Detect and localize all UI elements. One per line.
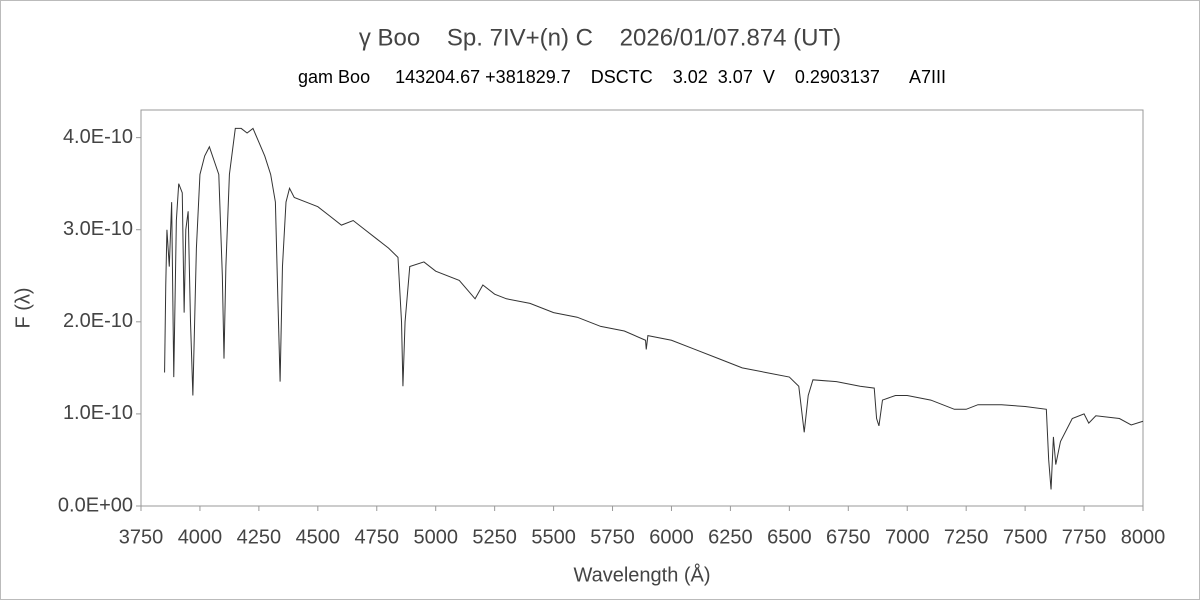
x-tick-label: 6750 — [826, 526, 871, 548]
y-tick-label: 0.0E+00 — [58, 494, 133, 516]
x-tick-label: 5250 — [472, 526, 517, 548]
chart-title: γ Boo Sp. 7IV+(n) C 2026/01/07.874 (UT) — [359, 24, 841, 51]
chart-subtitle: gam Boo 143204.67 +381829.7 DSCTC 3.02 3… — [298, 67, 946, 87]
x-tick-label: 4000 — [178, 526, 223, 548]
y-axis-label: F (λ) — [12, 287, 34, 328]
x-tick-label: 6250 — [708, 526, 753, 548]
x-tick-label: 4750 — [355, 526, 400, 548]
x-tick-label: 4250 — [237, 526, 282, 548]
x-tick-label: 5500 — [531, 526, 576, 548]
x-tick-label: 3750 — [119, 526, 164, 548]
x-tick-label: 6000 — [649, 526, 694, 548]
x-tick-label: 8000 — [1121, 526, 1166, 548]
y-tick-label: 4.0E-10 — [63, 126, 133, 148]
x-tick-label: 7250 — [944, 526, 989, 548]
y-tick-label: 3.0E-10 — [63, 218, 133, 240]
x-tick-label: 4500 — [296, 526, 341, 548]
plot-frame — [140, 109, 1144, 507]
spectrum-line — [164, 127, 1144, 490]
y-tick-label: 1.0E-10 — [63, 402, 133, 424]
x-tick-label: 5750 — [590, 526, 635, 548]
x-tick-label: 7750 — [1062, 526, 1107, 548]
y-tick-label: 2.0E-10 — [63, 310, 133, 332]
x-tick-label: 7500 — [1003, 526, 1048, 548]
x-axis-label: Wavelength (Å) — [573, 563, 710, 586]
x-tick-label: 7000 — [885, 526, 930, 548]
x-tick-label: 6500 — [767, 526, 812, 548]
x-tick-label: 5000 — [413, 526, 458, 548]
